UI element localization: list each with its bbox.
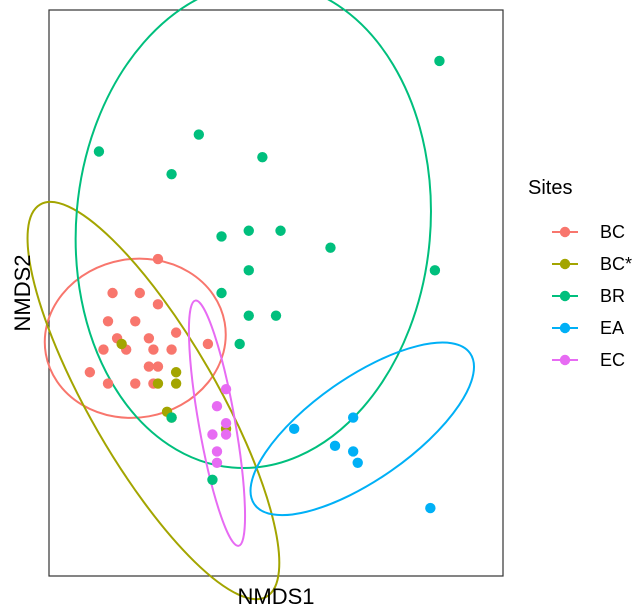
point-br-10 bbox=[429, 265, 441, 276]
legend-title: Sites bbox=[528, 177, 572, 199]
point-ea-1 bbox=[288, 423, 300, 435]
point-bc-17 bbox=[170, 327, 182, 338]
point-bc-14 bbox=[130, 378, 141, 389]
point-ec-1 bbox=[220, 384, 232, 395]
point-bc-8 bbox=[134, 287, 145, 299]
point-br-9 bbox=[325, 242, 336, 253]
legend-item-ea: EA bbox=[552, 318, 624, 338]
point-br-4 bbox=[166, 168, 177, 180]
legend-label: BC* bbox=[600, 254, 632, 274]
ellipse-ec bbox=[187, 299, 247, 547]
point-br-1 bbox=[434, 55, 445, 67]
point-ea-3 bbox=[329, 440, 341, 452]
legend-label: EC bbox=[600, 350, 625, 370]
legend-label: EA bbox=[600, 318, 624, 338]
plot-panel-border bbox=[48, 9, 504, 577]
point-br-16 bbox=[166, 412, 177, 423]
plot-area bbox=[26, 0, 504, 601]
confidence-ellipses bbox=[26, 0, 475, 601]
point-br-7 bbox=[243, 225, 254, 236]
point-bc-star-3 bbox=[170, 378, 182, 389]
point-bc-5 bbox=[98, 344, 109, 355]
point-br-12 bbox=[216, 287, 227, 299]
point-bc-3 bbox=[130, 316, 141, 327]
point-bc-16 bbox=[84, 367, 96, 378]
point-bc-9 bbox=[148, 344, 159, 355]
point-ea-5 bbox=[352, 457, 363, 468]
point-bc-18 bbox=[202, 338, 214, 350]
point-ec-3 bbox=[220, 429, 232, 440]
point-br-17 bbox=[207, 474, 218, 485]
legend-label: BR bbox=[600, 286, 625, 306]
point-br-3 bbox=[193, 129, 205, 140]
data-points bbox=[84, 55, 445, 514]
point-ea-4 bbox=[347, 446, 359, 457]
ellipse-br bbox=[74, 0, 432, 470]
point-bc-15 bbox=[102, 378, 114, 389]
point-br-15 bbox=[234, 338, 245, 350]
point-ec-5 bbox=[207, 429, 218, 440]
legend-item-br: BR bbox=[552, 286, 625, 306]
y-axis-title: NMDS2 bbox=[10, 254, 35, 331]
point-br-6 bbox=[216, 231, 227, 242]
point-br-8 bbox=[275, 225, 286, 236]
legend: Sites BC BC* BR EA EC bbox=[528, 177, 632, 370]
legend-item-bc: BC bbox=[552, 222, 625, 242]
point-bc-star-6 bbox=[152, 378, 164, 389]
legend-key-dot bbox=[559, 258, 571, 270]
ellipse-bc bbox=[43, 257, 227, 419]
legend-item-bc-star: BC* bbox=[552, 254, 632, 274]
point-bc-7 bbox=[107, 287, 118, 299]
point-bc-6 bbox=[102, 316, 114, 327]
point-br-14 bbox=[270, 310, 282, 321]
point-br-13 bbox=[243, 310, 254, 321]
ellipse-bc-star bbox=[26, 200, 281, 601]
legend-key-dot bbox=[559, 226, 571, 238]
legend-item-ec: EC bbox=[552, 350, 625, 370]
point-ec-7 bbox=[211, 446, 223, 457]
legend-key-dot bbox=[559, 290, 571, 302]
point-bc-11 bbox=[166, 344, 177, 355]
point-ec-2 bbox=[211, 401, 223, 412]
point-bc-19 bbox=[152, 253, 164, 265]
point-ea-2 bbox=[347, 412, 359, 423]
point-bc-star-2 bbox=[170, 367, 182, 378]
point-br-5 bbox=[257, 151, 268, 163]
point-ec-6 bbox=[211, 457, 223, 468]
point-br-11 bbox=[243, 265, 254, 276]
legend-key-dot bbox=[559, 354, 571, 366]
point-ea-6 bbox=[425, 502, 436, 514]
point-bc-12 bbox=[143, 361, 155, 372]
point-bc-1 bbox=[152, 299, 164, 310]
ellipse-ea bbox=[249, 341, 475, 517]
point-br-2 bbox=[93, 146, 105, 157]
legend-key-dot bbox=[559, 322, 571, 334]
point-bc-star-1 bbox=[116, 338, 127, 350]
legend-label: BC bbox=[600, 222, 625, 242]
point-ec-4 bbox=[220, 417, 232, 429]
point-bc-2 bbox=[143, 333, 155, 344]
point-bc-10 bbox=[152, 361, 164, 372]
x-axis-title: NMDS1 bbox=[237, 584, 314, 609]
